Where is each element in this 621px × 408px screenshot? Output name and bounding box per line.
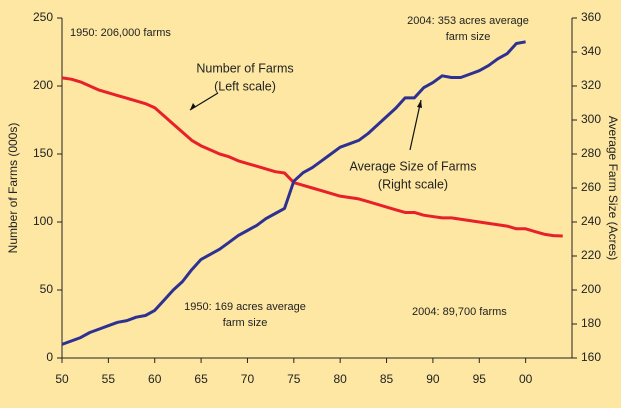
y-tick-label: 0 [46,350,53,364]
y2-axis-label: Average Farm Size (Acres) [606,116,620,261]
y-tick-label: 100 [33,214,53,228]
y2-tick-label: 180 [581,316,601,330]
x-tick-label: 55 [102,372,116,386]
annotation: 2004: 89,700 farms [412,306,507,318]
annotation: Average Size of Farms [350,159,477,173]
y-axis-label: Number of Farms (000s) [6,123,20,254]
annotation: 1950: 169 acres average [184,301,306,313]
annotation: farm size [223,317,268,329]
x-tick-label: 65 [194,372,208,386]
y2-tick-label: 320 [581,78,601,92]
y2-tick-label: 240 [581,214,601,228]
y2-tick-label: 260 [581,180,601,194]
x-tick-label: 85 [380,372,394,386]
annotation: (Left scale) [214,79,276,93]
annotation: 1950: 206,000 farms [70,27,171,39]
y2-tick-label: 220 [581,248,601,262]
x-tick-label: 50 [55,372,69,386]
y2-tick-label: 340 [581,44,601,58]
annotation: (Right scale) [378,177,448,191]
x-tick-label: 75 [287,372,301,386]
annotation: 2004: 353 acres average [407,15,529,27]
y-tick-label: 200 [33,78,53,92]
x-tick-label: 95 [473,372,487,386]
y2-tick-label: 280 [581,146,601,160]
y-tick-label: 150 [33,146,53,160]
x-tick-label: 90 [426,372,440,386]
y2-tick-label: 300 [581,112,601,126]
series-line [61,40,526,346]
arrow-head [190,103,196,110]
y-tick-label: 250 [33,10,53,24]
y2-tick-label: 360 [581,10,601,24]
x-tick-label: 60 [148,372,162,386]
y-tick-label: 50 [40,282,54,296]
x-tick-label: 70 [241,372,255,386]
x-tick-label: 00 [519,372,533,386]
y2-tick-label: 200 [581,282,601,296]
series-line [61,76,563,238]
arrow [409,99,422,151]
arrow-head [417,100,422,108]
annotation: farm size [446,31,491,43]
x-tick-label: 80 [334,372,348,386]
annotation: Number of Farms [196,61,293,75]
y2-tick-label: 160 [581,350,601,364]
